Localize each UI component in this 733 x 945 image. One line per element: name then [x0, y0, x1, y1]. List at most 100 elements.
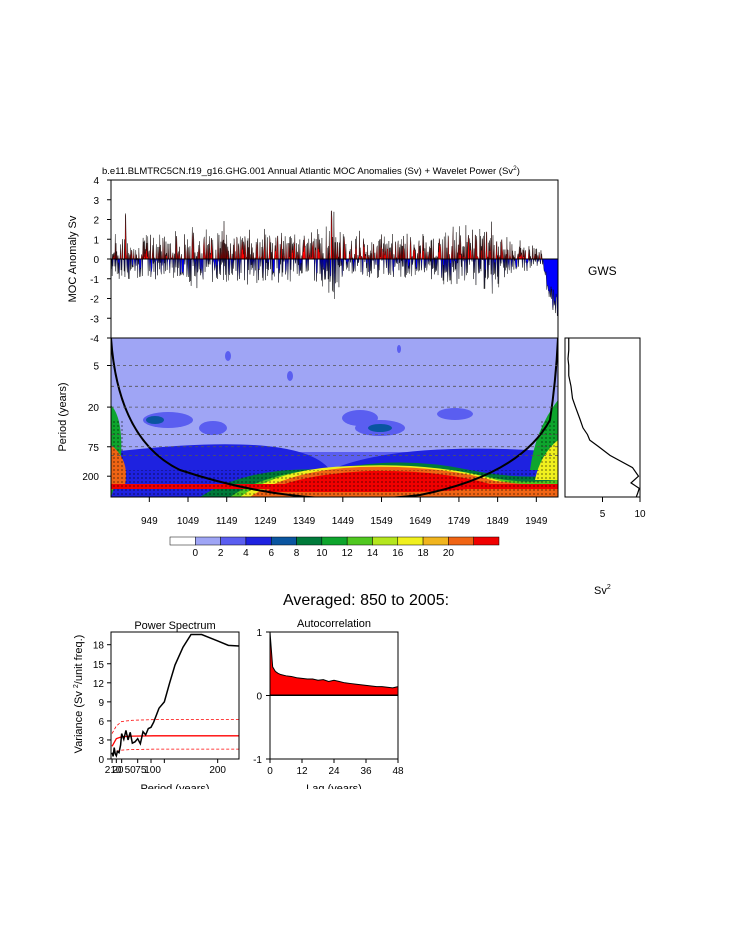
- wavelet-blob-8: [225, 351, 231, 361]
- ts-ytick-label: -2: [90, 295, 99, 306]
- ts-ytick-label: -3: [90, 314, 99, 325]
- colorbar-swatch: [245, 536, 272, 546]
- ps-xtick-label: 200: [209, 765, 226, 776]
- colorbar-swatch: [321, 536, 348, 546]
- wavelet-xtick-label: 1149: [216, 516, 238, 527]
- colorbar-swatch: [220, 536, 247, 546]
- ps-ytick-label: 0: [98, 755, 104, 766]
- autocorrelation-x-ticks: 0 12 24 36 48: [267, 759, 404, 777]
- sv2-base: Sv: [594, 585, 607, 597]
- ps-ytick-label: 3: [98, 736, 104, 747]
- ps-ytick-label: 15: [93, 660, 105, 671]
- wavelet-significance-stipple: [111, 470, 558, 497]
- timeseries-y-ticks: 4 3 2 1 0 -1 -2 -3 -4: [90, 176, 111, 345]
- title-close: ): [517, 166, 520, 177]
- ac-xtick-label: 0: [267, 766, 273, 777]
- power-spectrum-y-ticks: 0 3 6 9 12 15 18: [93, 641, 111, 766]
- power-spectrum-frame: [110, 631, 240, 760]
- wavelet-blob-5: [437, 408, 473, 420]
- wavelet-ytick-label: 75: [88, 443, 100, 454]
- colorbar-swatch: [270, 536, 297, 546]
- wavelet-xtick-label: 1649: [409, 516, 432, 527]
- spectrum-upper-ci: [111, 719, 239, 734]
- colorbar-label: 16: [392, 548, 404, 559]
- wavelet-left-stipple: [111, 420, 125, 470]
- ts-ytick-label: 2: [93, 216, 99, 227]
- wavelet-xtick-label: 949: [141, 516, 158, 527]
- ac-xtick-label: 48: [392, 766, 404, 777]
- wavelet-blob-6: [368, 424, 392, 432]
- colorbar-label: 4: [243, 548, 249, 559]
- ps-ytick-label: 12: [93, 679, 105, 690]
- wavelet-xtick-label: 1549: [370, 516, 393, 527]
- ac-xtick-label: 24: [328, 766, 340, 777]
- wavelet-blob-7: [146, 416, 164, 424]
- spectrum-red-noise: [111, 735, 239, 747]
- wavelet-blob-4: [342, 410, 378, 426]
- colorbar-swatch: [296, 536, 323, 546]
- wavelet-xtick-label: 1749: [448, 516, 471, 527]
- timeseries-y-label: MOC Anomaly Sv: [67, 215, 79, 302]
- ts-ytick-label: -4: [90, 334, 99, 345]
- gws-panel: 5 10: [564, 337, 646, 520]
- sv2-superscript: 2: [607, 584, 611, 591]
- ts-ytick-label: 0: [93, 255, 99, 266]
- wavelet-xtick-label: 1349: [293, 516, 316, 527]
- power-spectrum-y-label-part1: Variance (Sv: [73, 691, 85, 754]
- spectrum-lower-ci: [111, 748, 239, 755]
- ts-ytick-label: 3: [93, 196, 99, 207]
- gws-xtick-label: 5: [600, 509, 606, 520]
- title-superscript: 2: [513, 165, 517, 172]
- gws-xtick-label: 10: [634, 509, 646, 520]
- title-text: b.e11.BLMTRC5CN.f19_g16.GHG.001 Annual A…: [102, 166, 513, 177]
- wavelet-period-gridlines: [111, 365, 558, 456]
- power-spectrum-y-label: Variance (Sv 2/unit freq.): [73, 635, 85, 754]
- colorbar-swatch: [169, 536, 196, 546]
- power-spectrum-y-label-part2: /unit freq.): [73, 635, 85, 685]
- power-spectrum-y-label-sup: 2: [73, 684, 80, 688]
- colorbar-swatch: [397, 536, 424, 546]
- colorbar-label: 2: [218, 548, 224, 559]
- sv2-label: Sv2: [594, 584, 611, 597]
- wavelet-ytick-label: 5: [93, 361, 99, 372]
- wavelet-ytick-label: 20: [88, 403, 100, 414]
- wavelet-y-label: Period (years): [57, 382, 69, 451]
- wavelet-xtick-label: 1949: [525, 516, 548, 527]
- figure-title: b.e11.BLMTRC5CN.f19_g16.GHG.001 Annual A…: [102, 165, 520, 177]
- ps-xtick-label: 50: [125, 765, 137, 776]
- wavelet-y-ticks: 5 20 75 200: [82, 361, 111, 483]
- positive-anomaly-bars: [111, 210, 558, 260]
- autocorrelation-area: [269, 631, 399, 696]
- colorbar-label: 10: [316, 548, 328, 559]
- wavelet-blob-1: [143, 412, 193, 428]
- spectrum-line: [111, 633, 240, 758]
- colorbar-label: 18: [418, 548, 430, 559]
- negative-anomaly-bars: [111, 258, 558, 316]
- wavelet-frame: [110, 337, 559, 498]
- wavelet-blob-2: [199, 421, 227, 435]
- wavelet-xtick-label: 1049: [177, 516, 200, 527]
- power-spectrum-plot: [111, 633, 240, 758]
- ac-ytick-label: 0: [256, 692, 262, 703]
- colorbar-swatch: [372, 536, 399, 546]
- wavelet-right-stipple: [540, 420, 558, 470]
- colorbar-label: 0: [193, 548, 199, 559]
- ac-ytick-label: 1: [256, 628, 262, 639]
- ps-ytick-label: 6: [98, 717, 104, 728]
- ts-ytick-label: 1: [93, 235, 99, 246]
- wavelet-contours: [111, 338, 558, 497]
- wavelet-xtick-label: 1249: [254, 516, 277, 527]
- colorbar-swatch: [346, 536, 373, 546]
- gws-x-ticks: 5 10: [600, 497, 646, 520]
- cone-of-influence: [111, 338, 558, 497]
- timeseries-bars: [111, 210, 558, 316]
- colorbar-swatch: [195, 536, 221, 546]
- ps-ytick-label: 18: [93, 641, 105, 652]
- ps-xtick-label: 75: [135, 765, 147, 776]
- ac-xtick-label: 12: [296, 766, 308, 777]
- colorbar: 0 2 4 6 8 10 12 14 16 18 20: [169, 536, 500, 559]
